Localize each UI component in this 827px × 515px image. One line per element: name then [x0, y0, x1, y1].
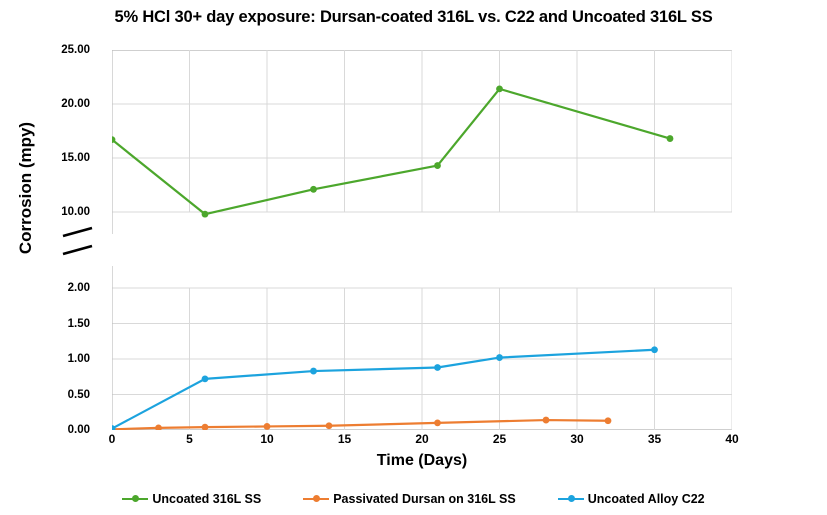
- data-point: [112, 136, 116, 144]
- plot-area: [112, 50, 732, 430]
- x-tick-label: 25: [492, 432, 507, 446]
- x-tick-label: 10: [260, 432, 274, 446]
- data-point: [263, 423, 271, 430]
- series-line-1: [112, 418, 610, 430]
- data-point: [201, 210, 209, 218]
- x-tick-label: 20: [415, 432, 429, 446]
- data-point: [496, 85, 503, 93]
- y-tick-label: 20.00: [61, 98, 90, 110]
- data-point: [201, 423, 209, 430]
- y-tick-label: 1.00: [67, 353, 90, 365]
- y-tick-label: 15.00: [61, 152, 90, 164]
- plot-canvas: [112, 50, 732, 430]
- legend-item-0[interactable]: Uncoated 316L SS: [122, 492, 261, 506]
- data-point: [542, 416, 550, 424]
- legend-swatch-icon: [303, 493, 330, 505]
- y-axis-title: Corrosion (mpy): [16, 121, 35, 255]
- x-tick-label: 5: [186, 432, 193, 446]
- y-tick-label: 2.00: [67, 282, 90, 294]
- data-point: [310, 185, 317, 193]
- y-tick-label: 0.50: [67, 388, 90, 401]
- series-line-0: [112, 87, 672, 216]
- x-tick-label: 30: [570, 432, 584, 446]
- data-point: [310, 367, 317, 375]
- axis-break-marker: [62, 222, 108, 262]
- x-tick-label: 40: [725, 432, 739, 446]
- x-tick-label: 15: [337, 432, 352, 446]
- y-tick-label: 25.00: [61, 44, 90, 56]
- y-tick-label: 1.50: [67, 317, 90, 330]
- data-point: [325, 422, 333, 430]
- y-tick-label: 10.00: [61, 206, 90, 218]
- legend-label: Passivated Dursan on 316L SS: [333, 492, 516, 506]
- legend-swatch-icon: [557, 493, 584, 505]
- data-point: [604, 417, 612, 425]
- legend-label: Uncoated Alloy C22: [587, 492, 705, 506]
- data-point: [434, 364, 441, 371]
- x-tick-label: 35: [647, 432, 662, 446]
- series-line-2: [112, 348, 656, 430]
- data-point: [434, 419, 441, 427]
- data-point: [496, 354, 503, 361]
- x-axis-title: Time (Days): [376, 452, 468, 469]
- chart-legend: Uncoated 316L SS Passivated Dursan on 316…: [0, 492, 827, 506]
- data-point: [651, 346, 658, 354]
- y-tick-label: 0.00: [67, 424, 90, 436]
- legend-item-2[interactable]: Uncoated Alloy C22: [557, 492, 705, 506]
- legend-swatch-icon: [122, 493, 149, 505]
- data-point: [201, 375, 209, 383]
- data-point: [155, 424, 162, 430]
- legend-label: Uncoated 316L SS: [152, 492, 262, 506]
- data-point: [434, 162, 441, 169]
- chart-title: 5% HCl 30+ day exposure: Dursan-coated 3…: [114, 8, 713, 26]
- data-point: [112, 425, 116, 430]
- data-point: [666, 135, 674, 142]
- legend-item-1[interactable]: Passivated Dursan on 316L SS: [303, 492, 516, 506]
- x-tick-label: 0: [108, 432, 116, 446]
